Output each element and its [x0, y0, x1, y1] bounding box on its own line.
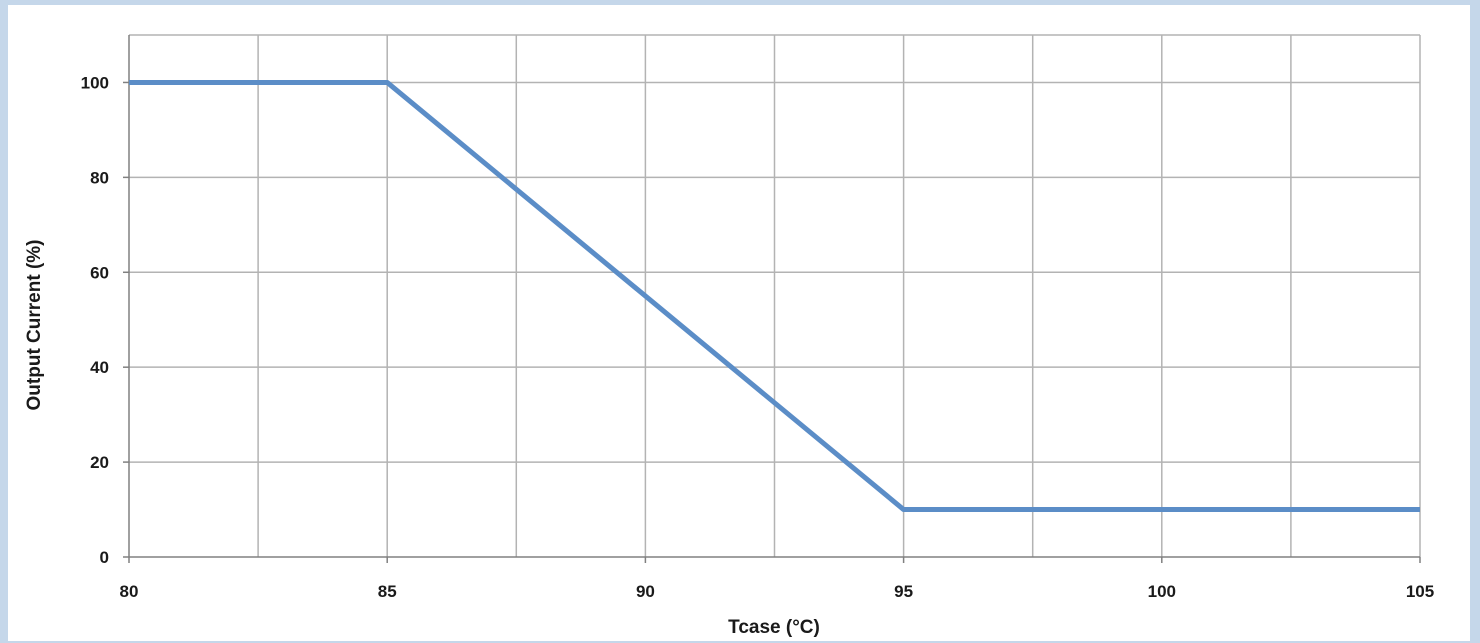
x-tick-label: 85: [378, 582, 397, 601]
series-line: [129, 79, 1420, 513]
x-tick-label: 90: [636, 582, 655, 601]
x-tick-labels: 80 85 90 95 100 105: [120, 582, 1435, 601]
x-tick-label: 95: [894, 582, 913, 601]
x-tick-label: 80: [120, 582, 139, 601]
y-tick-label: 0: [100, 548, 109, 567]
y-tick-label: 40: [90, 358, 109, 377]
series-layer: [129, 79, 1420, 513]
y-axis-title: Output Current (%): [24, 240, 45, 411]
x-tick-label: 100: [1148, 582, 1176, 601]
grid-lines: [129, 34, 1421, 557]
chart-panel: [8, 5, 1470, 641]
y-tick-label: 100: [81, 73, 109, 92]
x-axis-title: Tcase (°C): [728, 617, 820, 638]
y-tick-label: 80: [90, 168, 109, 187]
y-tick-labels: 0 20 40 60 80 100: [81, 73, 109, 567]
x-tick-label: 105: [1406, 582, 1434, 601]
y-tick-label: 20: [90, 453, 109, 472]
y-tick-label: 60: [90, 263, 109, 282]
axes: [123, 35, 1421, 563]
